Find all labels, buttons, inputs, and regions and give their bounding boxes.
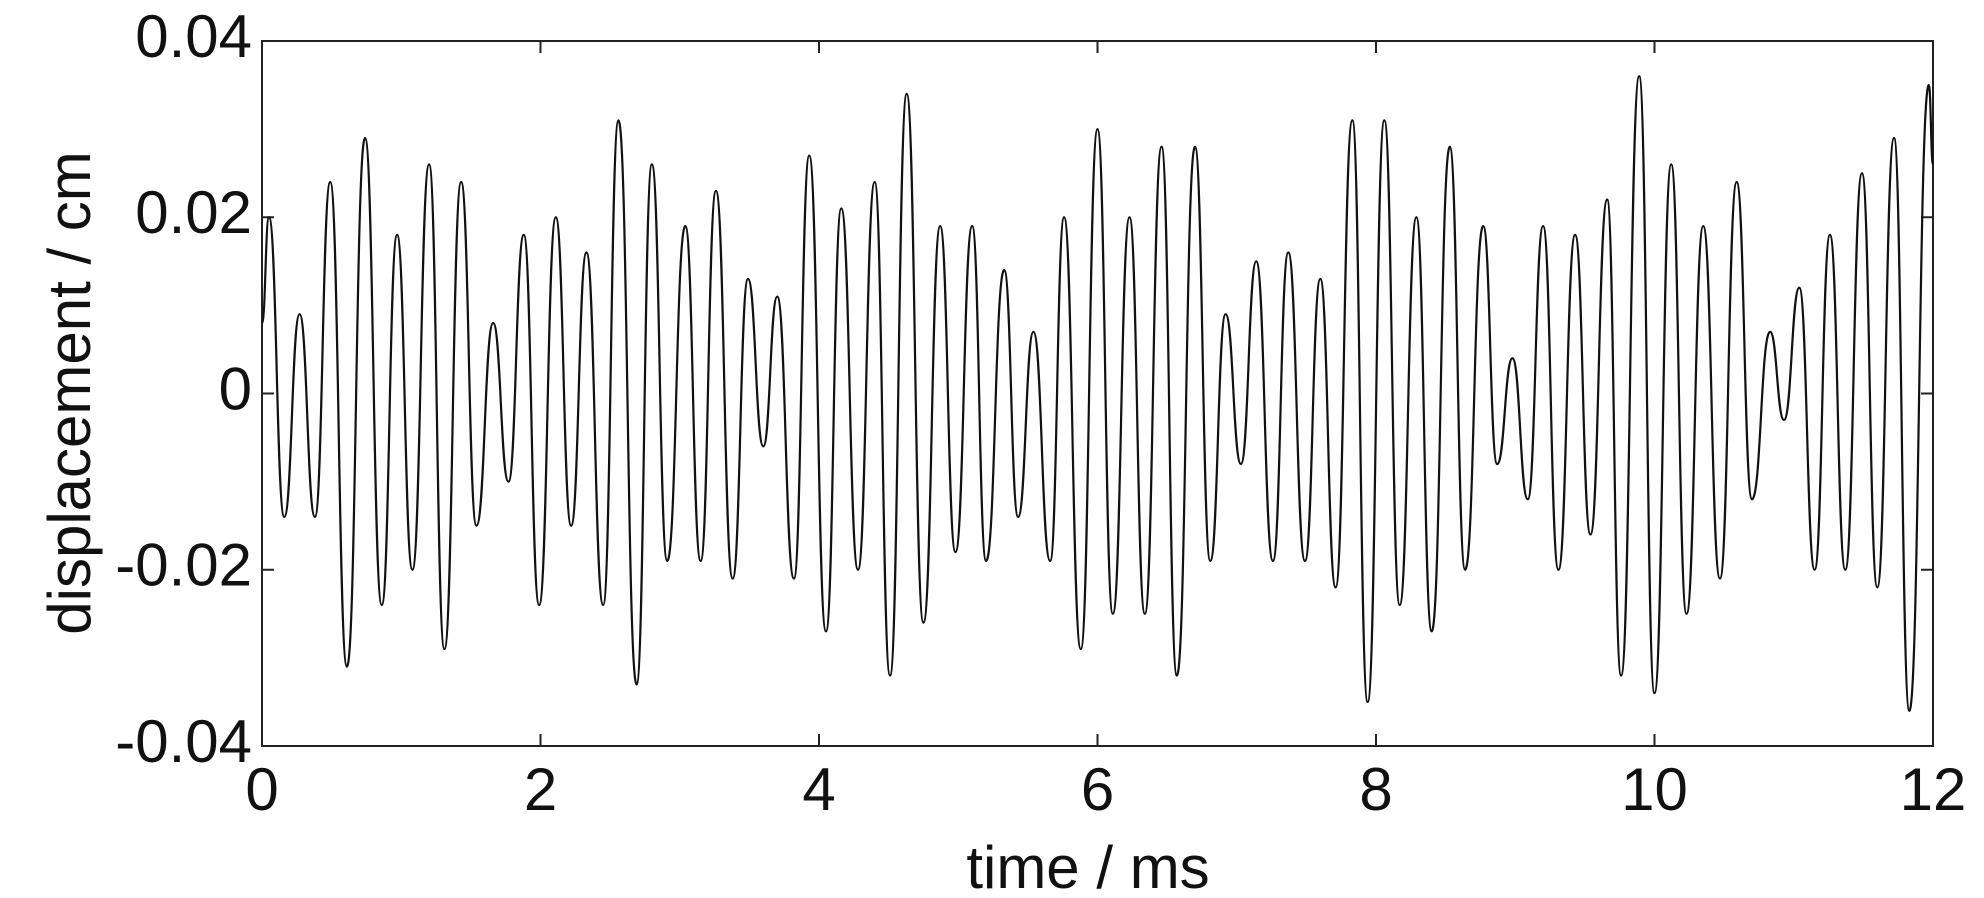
x-axis-label: time / ms [966,834,1209,898]
y-tick-label: 0.02 [135,179,252,246]
x-tick-label: 6 [1081,756,1114,823]
y-tick-label: 0 [219,355,252,422]
x-tick-label: 2 [524,756,557,823]
x-tick-label: 0 [245,756,278,823]
y-tick-label: -0.02 [115,532,252,599]
x-tick-label: 12 [1900,756,1967,823]
x-tick-label: 10 [1621,756,1688,823]
plot-frame [261,40,1934,747]
y-tick-label: -0.04 [115,708,252,775]
y-axis-label: displacement / cm [36,151,103,635]
y-tick-label: 0.04 [135,3,252,70]
signal-line [260,75,1935,712]
x-tick-label: 4 [802,756,835,823]
x-tick-label: 8 [1359,756,1392,823]
